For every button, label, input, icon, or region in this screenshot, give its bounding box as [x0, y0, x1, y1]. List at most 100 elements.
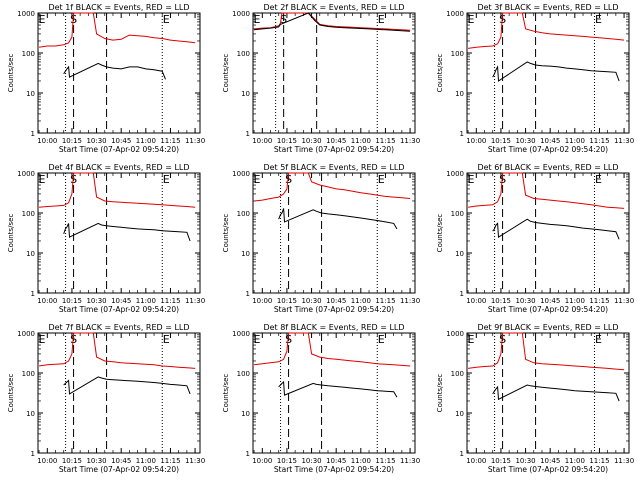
plot-frame: [37, 332, 201, 454]
y-tick-label: 1000: [17, 10, 35, 18]
y-tick-label: 1: [246, 290, 250, 298]
x-tick-label: 10:30: [515, 457, 535, 465]
panel-title: Det 5f BLACK = Events, RED = LLD: [263, 163, 404, 172]
x-tick-label: 10:30: [86, 297, 106, 305]
x-tick-label: 11:15: [375, 137, 395, 145]
x-tick-label: 11:00: [136, 137, 156, 145]
events-series-line: [492, 218, 620, 240]
y-axis-label: Counts/sec: [222, 214, 230, 253]
plot-frame: [37, 12, 201, 134]
x-tick-label: 10:45: [111, 457, 131, 465]
end-marker-label: E: [378, 333, 385, 346]
lld-series-line: [468, 172, 625, 209]
x-tick-label: 10:45: [326, 457, 346, 465]
x-tick-label: 10:00: [466, 457, 486, 465]
y-tick-label: 10: [455, 410, 464, 418]
x-axis-label: Start Time (07-Apr-02 09:54:20): [488, 305, 608, 314]
y-tick-label: 100: [22, 210, 35, 218]
x-axis-label: Start Time (07-Apr-02 09:54:20): [488, 465, 608, 474]
end-marker-label: E: [39, 13, 46, 26]
detector-panel: Det 5f BLACK = Events, RED = LLD 1 10 100 10…: [222, 163, 420, 314]
x-tick-label: 10:00: [37, 137, 57, 145]
y-tick-label: 1: [31, 290, 35, 298]
lld-series-line: [254, 172, 411, 202]
lld-series-line: [468, 12, 625, 49]
end-marker-label: E: [595, 173, 602, 186]
x-tick-label: 10:15: [62, 297, 82, 305]
x-tick-label: 11:00: [565, 457, 585, 465]
end-marker-label: E: [595, 13, 602, 26]
x-tick-label: 11:15: [589, 457, 609, 465]
y-tick-label: 10: [26, 410, 35, 418]
x-tick-label: 11:00: [136, 457, 156, 465]
panel-title: Det 3f BLACK = Events, RED = LLD: [477, 3, 618, 12]
start-marker-label: S: [285, 173, 292, 186]
panel-title: Det 2f BLACK = Events, RED = LLD: [263, 3, 404, 12]
x-tick-label: 11:00: [565, 137, 585, 145]
x-tick-label: 10:15: [277, 457, 297, 465]
x-tick-label: 11:30: [185, 297, 205, 305]
x-tick-label: 11:00: [351, 457, 371, 465]
x-axis-label: Start Time (07-Apr-02 09:54:20): [274, 145, 394, 154]
y-tick-label: 10: [26, 250, 35, 258]
y-axis-label: Counts/sec: [436, 54, 444, 93]
x-tick-label: 10:45: [540, 297, 560, 305]
x-tick-label: 10:45: [326, 137, 346, 145]
x-tick-label: 11:15: [160, 297, 180, 305]
y-axis-label: Counts/sec: [436, 214, 444, 253]
panel-title: Det 6f BLACK = Events, RED = LLD: [477, 163, 618, 172]
y-tick-label: 100: [237, 50, 250, 58]
y-axis-label: Counts/sec: [222, 54, 230, 93]
lld-series-line: [254, 332, 411, 367]
x-tick-label: 10:00: [466, 137, 486, 145]
y-tick-label: 1: [31, 130, 35, 138]
x-tick-label: 10:30: [301, 137, 321, 145]
detector-panel: Det 7f BLACK = Events, RED = LLD 1 10 100 10…: [7, 323, 205, 474]
x-tick-label: 11:30: [614, 137, 634, 145]
plot-frame: [252, 172, 416, 294]
events-series-line: [492, 61, 620, 82]
x-tick-label: 11:00: [351, 137, 371, 145]
x-tick-label: 10:15: [62, 137, 82, 145]
x-tick-label: 10:15: [277, 297, 297, 305]
events-series-line: [278, 208, 398, 230]
y-tick-label: 1000: [232, 330, 250, 338]
x-tick-label: 11:30: [185, 457, 205, 465]
x-axis-label: Start Time (07-Apr-02 09:54:20): [59, 465, 179, 474]
x-tick-label: 10:30: [515, 297, 535, 305]
x-axis-label: Start Time (07-Apr-02 09:54:20): [274, 465, 394, 474]
end-marker-label: E: [595, 333, 602, 346]
plot-frame: [252, 12, 416, 134]
events-series-line: [63, 62, 166, 80]
plot-frame: [252, 332, 416, 454]
y-tick-label: 1: [246, 130, 250, 138]
x-tick-label: 10:15: [277, 137, 297, 145]
x-tick-label: 11:15: [160, 137, 180, 145]
x-tick-label: 10:45: [540, 457, 560, 465]
end-marker-label: E: [39, 333, 46, 346]
y-tick-label: 10: [241, 90, 250, 98]
events-series-line: [492, 384, 620, 402]
x-tick-label: 11:15: [589, 297, 609, 305]
x-axis-label: Start Time (07-Apr-02 09:54:20): [488, 145, 608, 154]
panel-title: Det 9f BLACK = Events, RED = LLD: [477, 323, 618, 332]
x-tick-label: 10:15: [491, 297, 511, 305]
y-tick-label: 100: [22, 370, 35, 378]
x-axis-label: Start Time (07-Apr-02 09:54:20): [274, 305, 394, 314]
start-marker-label: S: [499, 333, 506, 346]
y-tick-label: 10: [241, 250, 250, 258]
lld-series-line: [39, 172, 196, 208]
y-tick-label: 10: [26, 90, 35, 98]
y-tick-label: 1: [460, 290, 464, 298]
plot-frame: [466, 12, 630, 134]
detector-panel: Det 2f BLACK = Events, RED = LLD 1 10 100 10…: [222, 3, 420, 154]
lld-series-line: [39, 12, 196, 48]
end-marker-label: E: [163, 333, 170, 346]
x-tick-label: 11:30: [185, 137, 205, 145]
x-axis-label: Start Time (07-Apr-02 09:54:20): [59, 305, 179, 314]
x-tick-label: 10:45: [540, 137, 560, 145]
detector-panel: Det 9f BLACK = Events, RED = LLD 1 10 100 10…: [436, 323, 634, 474]
end-marker-label: E: [39, 173, 46, 186]
detector-panel: Det 1f BLACK = Events, RED = LLD 1 10 100 10…: [7, 3, 205, 154]
x-tick-label: 10:45: [326, 297, 346, 305]
